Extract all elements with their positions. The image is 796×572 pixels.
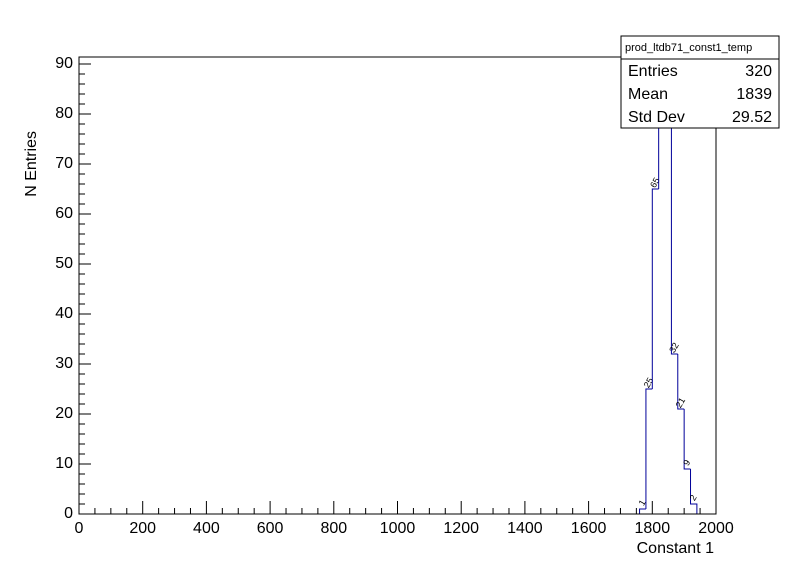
x-tick-label: 0 (75, 520, 84, 537)
histogram-bar (670, 89, 678, 355)
y-tick-label: 50 (55, 255, 73, 272)
stats-name: Mean (628, 86, 668, 103)
x-tick-label: 1400 (507, 520, 543, 537)
value-label: 32 (667, 341, 681, 355)
histogram-bar (645, 388, 653, 509)
y-tick-label: 40 (55, 305, 73, 322)
y-tick-label: 10 (55, 455, 73, 472)
y-tick-label: 80 (55, 105, 73, 122)
value-label: 21 (674, 396, 688, 410)
y-tick-label: 90 (55, 55, 73, 72)
stats-value: 1839 (736, 86, 772, 103)
x-tick-label: 800 (320, 520, 347, 537)
histogram-bar (683, 409, 691, 470)
stats-name: Std Dev (628, 109, 685, 126)
y-axis-label: N Entries (23, 131, 40, 197)
stats-value: 320 (745, 63, 772, 80)
y-tick-label: 0 (64, 505, 73, 522)
stats-value: 29.52 (732, 109, 772, 126)
value-label: 9 (681, 458, 692, 467)
x-tick-label: 1200 (443, 520, 479, 537)
x-tick-label: 1000 (380, 520, 416, 537)
x-tick-label: 600 (257, 520, 284, 537)
stats-box (620, 35, 780, 129)
x-axis-label: Constant 1 (637, 540, 714, 557)
stats-name: Entries (628, 63, 678, 80)
x-tick-label: 400 (193, 520, 220, 537)
histogram-bar (690, 469, 698, 514)
x-tick-label: 200 (129, 520, 156, 537)
x-tick-label: 1800 (635, 520, 671, 537)
stats-title: prod_ltdb71_const1_temp (625, 42, 752, 54)
y-tick-label: 30 (55, 355, 73, 372)
histogram-bar (677, 354, 685, 410)
value-label: 2 (688, 493, 699, 502)
x-tick-label: 2000 (698, 520, 734, 537)
y-tick-label: 70 (55, 155, 73, 172)
value-label: 1 (637, 498, 648, 507)
histogram-bar (639, 508, 646, 514)
y-tick-label: 60 (55, 205, 73, 222)
y-tick-label: 20 (55, 405, 73, 422)
x-tick-label: 1600 (571, 520, 607, 537)
histogram-bar (651, 188, 659, 389)
